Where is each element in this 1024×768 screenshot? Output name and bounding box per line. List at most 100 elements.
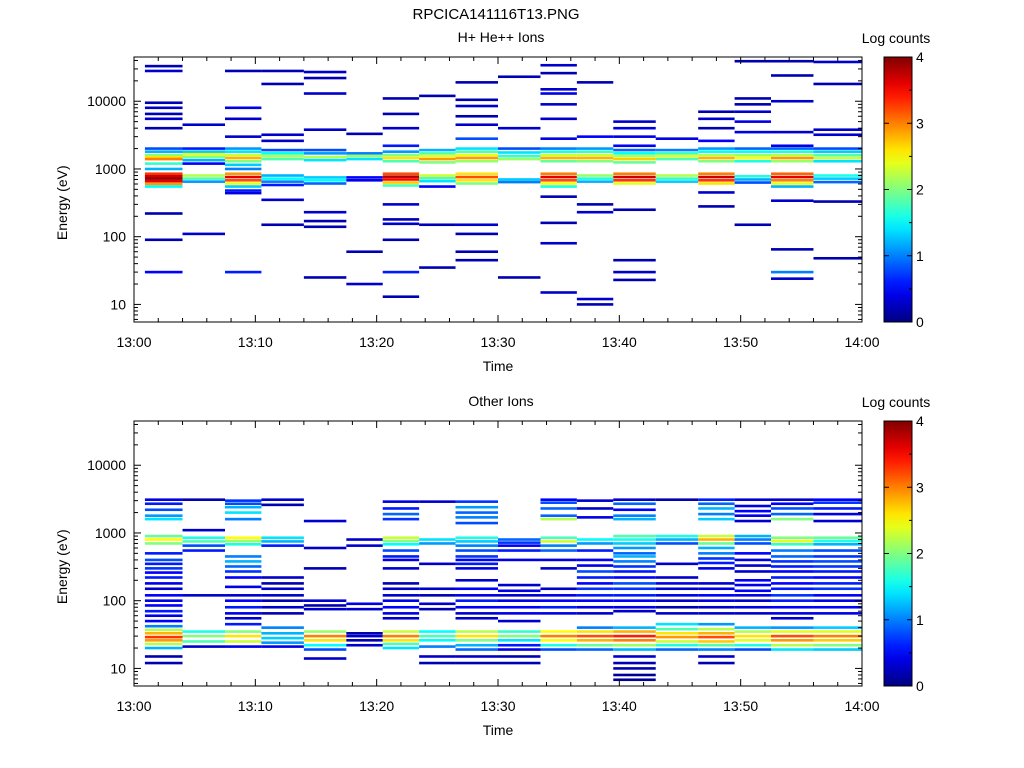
heatmap-cell xyxy=(419,538,456,541)
heatmap-cell xyxy=(225,616,262,620)
x-tick-label: 13:50 xyxy=(723,698,758,714)
heatmap-cell xyxy=(655,148,699,152)
heatmap-cell xyxy=(540,71,577,75)
heatmap-cell xyxy=(455,172,498,176)
heatmap-cell xyxy=(698,517,735,521)
heatmap-cell xyxy=(455,179,498,182)
heatmap-cell xyxy=(613,502,656,506)
heatmap-cell xyxy=(771,99,814,103)
x-tick-label: 13:20 xyxy=(359,698,394,714)
heatmap-cell xyxy=(144,167,183,171)
heatmap-cell xyxy=(813,153,862,157)
heatmap-cell xyxy=(613,552,656,555)
heatmap-cell xyxy=(540,549,577,552)
heatmap-cell xyxy=(498,157,541,161)
heatmap-cell xyxy=(419,562,456,566)
heatmap-cell xyxy=(225,185,262,188)
heatmap-cell xyxy=(419,602,456,606)
heatmap-cell xyxy=(382,536,420,540)
heatmap-cell xyxy=(455,98,498,102)
y-tick-label: 10000 xyxy=(87,457,126,473)
heatmap-cell xyxy=(576,599,614,602)
heatmap-cell xyxy=(261,587,304,591)
heatmap-cell xyxy=(655,562,699,566)
heatmap-cell xyxy=(498,126,541,130)
heatmap-cell xyxy=(576,203,614,206)
heatmap-cell xyxy=(771,159,814,163)
heatmap-cell xyxy=(734,153,771,157)
heatmap-cell xyxy=(303,567,347,570)
heatmap-cell xyxy=(455,250,498,254)
heatmap-cell xyxy=(346,282,383,286)
heatmap-cell xyxy=(540,594,577,597)
heatmap-cell xyxy=(540,92,577,95)
heatmap-cell xyxy=(382,582,420,585)
heatmap-cell xyxy=(540,536,577,540)
heatmap-cell xyxy=(655,576,699,579)
x-tick-label: 13:10 xyxy=(238,334,273,350)
heatmap-cell xyxy=(813,519,862,523)
heatmap-cell xyxy=(734,509,771,513)
heatmap-cell xyxy=(655,582,699,585)
heatmap-cell xyxy=(540,643,577,647)
colorbar: Log counts 0 1 2 3 4 xyxy=(862,30,931,330)
heatmap-cell xyxy=(813,133,862,137)
heatmap-cell xyxy=(346,538,383,541)
heatmap-cell xyxy=(813,605,862,609)
heatmap-cell xyxy=(813,630,862,633)
heatmap-cell xyxy=(540,540,577,543)
heatmap-cell xyxy=(225,135,262,138)
heatmap-cell xyxy=(734,542,771,545)
heatmap-cell xyxy=(698,599,735,602)
heatmap-cell xyxy=(303,648,347,651)
heatmap-cell xyxy=(771,648,814,651)
heatmap-cell xyxy=(455,630,498,633)
heatmap-cell xyxy=(225,182,262,185)
heatmap-cell xyxy=(540,558,577,562)
heatmap-cell xyxy=(540,103,577,106)
heatmap-cell xyxy=(144,112,183,116)
heatmap-cell xyxy=(303,70,347,74)
heatmap-cell xyxy=(261,180,304,183)
heatmap-cell xyxy=(303,276,347,279)
heatmap-cell xyxy=(225,499,262,502)
heatmap-cell xyxy=(182,123,225,127)
heatmap-cell xyxy=(813,174,862,177)
heatmap-cell xyxy=(261,599,304,602)
heatmap-cell xyxy=(698,512,735,516)
x-tick-label: 13:40 xyxy=(602,334,637,350)
heatmap-cell xyxy=(540,117,577,121)
heatmap-cell xyxy=(144,212,183,215)
heatmap-cell xyxy=(576,177,614,180)
x-axis-label: Time xyxy=(483,722,514,738)
heatmap-cell xyxy=(613,678,656,682)
heatmap-cell xyxy=(813,159,862,163)
heatmap-cell xyxy=(144,117,183,121)
heatmap-cell xyxy=(576,147,614,150)
heatmap-cell xyxy=(225,150,262,153)
heatmap-cell xyxy=(613,576,656,579)
heatmap-cell xyxy=(261,133,304,137)
heatmap-cell xyxy=(303,155,347,159)
heatmap-cell xyxy=(771,639,814,642)
heatmap-cell xyxy=(576,634,614,638)
heatmap-cell xyxy=(613,626,656,629)
heatmap-cell xyxy=(698,139,735,143)
heatmap-cell xyxy=(613,208,656,212)
heatmap-cell xyxy=(419,161,456,164)
heatmap-cell xyxy=(144,609,183,613)
x-tick-label: 14:00 xyxy=(844,334,879,350)
heatmap-cell xyxy=(144,582,183,585)
heatmap-cell xyxy=(303,634,347,638)
heatmap-cell xyxy=(771,144,814,148)
heatmap-cell xyxy=(382,587,420,591)
heatmap-cell xyxy=(734,552,771,555)
heatmap-cell xyxy=(182,177,225,180)
heatmap-cell xyxy=(771,150,814,153)
x-tick-label: 13:30 xyxy=(480,698,515,714)
x-tick-label: 13:50 xyxy=(723,334,758,350)
heatmap-cell xyxy=(498,544,541,547)
heatmap-cell xyxy=(540,507,577,510)
heatmap-cell xyxy=(455,655,498,658)
heatmap-cell xyxy=(182,158,225,162)
